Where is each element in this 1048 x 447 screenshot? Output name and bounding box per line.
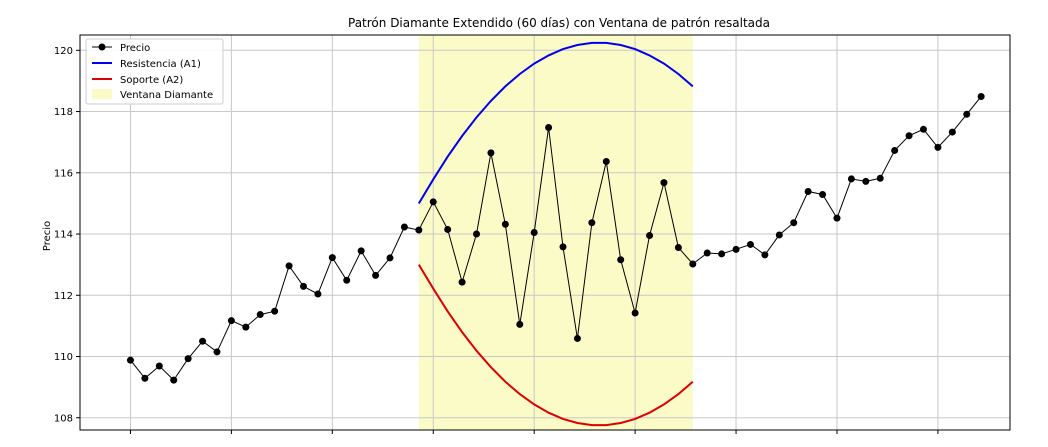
data-point xyxy=(819,191,827,199)
legend-item-soporte: Soporte (A2) xyxy=(92,75,183,86)
y-tick-label: 118 xyxy=(54,107,73,118)
data-point xyxy=(299,282,307,290)
data-point xyxy=(141,374,149,382)
data-point xyxy=(372,271,380,279)
legend: Precio Resistencia (A1) Soporte (A2) Ven… xyxy=(85,38,224,105)
data-point xyxy=(934,143,942,151)
data-point xyxy=(227,317,235,325)
data-point xyxy=(516,320,524,328)
legend-label-precio: Precio xyxy=(120,43,150,54)
legend-item-resistencia: Resistencia (A1) xyxy=(92,59,201,70)
legend-label-soporte: Soporte (A2) xyxy=(120,75,183,86)
data-point xyxy=(256,311,264,319)
data-point xyxy=(170,376,178,384)
data-point xyxy=(847,175,855,183)
legend-item-precio: Precio xyxy=(92,43,150,54)
data-point xyxy=(876,174,884,182)
y-tick-label: 108 xyxy=(54,413,73,424)
data-point xyxy=(155,362,163,370)
y-axis-label: Precio xyxy=(42,221,53,251)
data-point xyxy=(458,278,466,286)
data-point xyxy=(746,240,754,248)
data-point xyxy=(905,132,913,140)
data-point xyxy=(761,251,769,259)
data-point xyxy=(862,177,870,185)
y-tick-label: 114 xyxy=(54,230,73,241)
data-point xyxy=(573,334,581,342)
data-point xyxy=(919,125,927,133)
data-point xyxy=(184,355,192,363)
data-point xyxy=(588,219,596,227)
data-point xyxy=(242,323,250,331)
data-point xyxy=(328,254,336,262)
data-point xyxy=(271,307,279,315)
data-point xyxy=(732,245,740,253)
data-point xyxy=(833,214,841,222)
data-point xyxy=(285,262,293,270)
y-tick-label: 112 xyxy=(54,291,73,302)
legend-item-ventana: Ventana Diamante xyxy=(92,89,213,101)
data-point xyxy=(963,110,971,118)
data-point xyxy=(400,223,408,231)
data-point xyxy=(199,337,207,345)
data-point xyxy=(631,309,639,317)
series-line-1 xyxy=(417,41,694,205)
y-tick-label: 120 xyxy=(54,46,73,57)
data-point xyxy=(617,256,625,264)
data-point xyxy=(703,249,711,257)
data-point xyxy=(501,220,509,228)
data-point xyxy=(891,146,899,154)
series-line-2 xyxy=(417,264,694,427)
y-tick-label: 116 xyxy=(54,168,73,179)
series-group xyxy=(126,41,985,427)
data-point xyxy=(314,290,322,298)
y-tick-label: 110 xyxy=(54,352,73,363)
legend-label-ventana: Ventana Diamante xyxy=(120,90,213,101)
data-point xyxy=(948,128,956,136)
data-point xyxy=(559,243,567,251)
plot-area: 108 110 112 114 116 118 120 xyxy=(54,34,1011,434)
data-point xyxy=(213,348,221,356)
data-point xyxy=(790,219,798,227)
data-point xyxy=(429,198,437,206)
data-point xyxy=(343,276,351,284)
data-point xyxy=(674,244,682,252)
data-point xyxy=(718,250,726,258)
data-point xyxy=(530,229,538,236)
data-point xyxy=(545,123,553,131)
data-point xyxy=(415,226,423,234)
plot-frame xyxy=(79,34,1011,431)
data-point xyxy=(775,231,783,239)
data-point xyxy=(357,247,365,255)
data-point xyxy=(646,232,654,240)
legend-label-resistencia: Resistencia (A1) xyxy=(120,59,201,70)
pattern-window-span xyxy=(418,35,693,430)
data-point xyxy=(126,356,134,364)
data-point xyxy=(804,187,812,195)
data-point xyxy=(660,179,668,187)
data-point xyxy=(689,260,697,268)
data-point xyxy=(487,149,495,157)
data-point xyxy=(977,93,985,101)
data-point xyxy=(444,225,452,233)
data-point xyxy=(473,230,481,238)
data-point xyxy=(386,254,394,262)
chart-title: Patrón Diamante Extendido (60 días) con … xyxy=(348,16,770,30)
data-point xyxy=(602,157,610,165)
legend-box xyxy=(85,38,224,105)
